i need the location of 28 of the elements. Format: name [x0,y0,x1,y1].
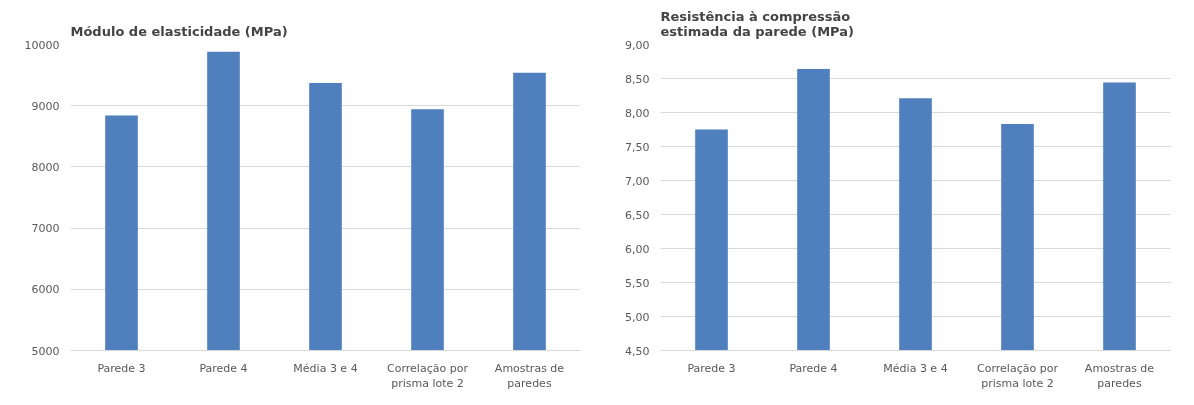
y-tick-label: 4,50 [625,344,650,358]
chart-title: Resistência à compressão estimada da parede (MPa) [660,8,854,39]
y-tick-label: 6000 [31,283,60,297]
y-tick-label: 8000 [31,160,60,174]
x-tick-label: Parede 4 [789,361,838,375]
y-tick-label: 7,00 [625,174,650,188]
y-tick-label: 8,50 [625,72,650,86]
y-tick-label: 6,00 [625,242,650,256]
y-tick-label: 5,00 [625,310,650,324]
x-tick-label: Parede 4 [199,361,248,375]
y-tick-label: 8,00 [625,106,650,120]
chart-title: Módulo de elasticidade (MPa) [70,23,288,39]
y-tick-label: 5,50 [625,276,650,290]
y-tick-label: 9,00 [625,38,650,52]
y-tick-label: 9000 [31,99,60,113]
x-tick-label: Correlação por prisma lote 2 [977,361,1059,391]
x-tick-label: Amostras de paredes [494,361,565,391]
x-tick-label: Amostras de paredes [1084,361,1155,391]
x-tick-label: Correlação por prisma lote 2 [387,361,469,391]
y-tick-label: 5000 [31,344,60,358]
y-tick-label: 7,50 [625,140,650,154]
x-tick-label: Média 3 e 4 [293,361,358,375]
y-tick-label: 10000 [24,38,60,52]
y-tick-label: 7000 [31,222,60,236]
x-tick-label: Média 3 e 4 [883,361,948,375]
x-tick-label: Parede 3 [687,361,736,375]
y-tick-label: 6,50 [625,208,650,222]
x-tick-label: Parede 3 [97,361,146,375]
